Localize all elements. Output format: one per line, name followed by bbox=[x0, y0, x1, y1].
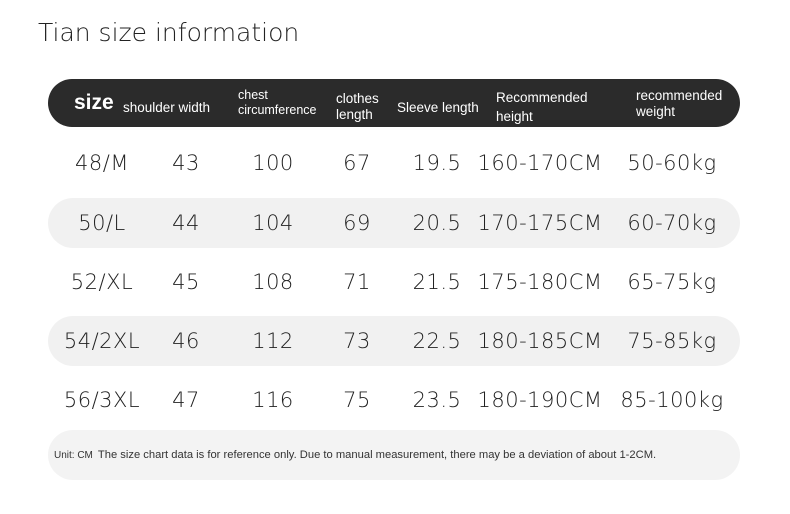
disclaimer: The size chart data is for reference onl… bbox=[97, 449, 657, 461]
cell-weight: 85-100kg bbox=[620, 388, 724, 412]
header-size: size bbox=[74, 91, 114, 114]
header-line: chest bbox=[238, 88, 268, 102]
page-title: Tian size information bbox=[38, 18, 300, 47]
cell-clothes-length: 71 bbox=[343, 270, 371, 294]
cell-size: 50/L bbox=[78, 211, 126, 235]
cell-sleeve-length: 20.5 bbox=[412, 211, 462, 235]
header-chest-circumference: chest circumference bbox=[238, 88, 317, 118]
cell-clothes-length: 75 bbox=[343, 388, 371, 412]
header-line: weight bbox=[636, 104, 676, 120]
table-row: 52/XL 45 108 71 21.5 175-180CM 65-75kg bbox=[48, 257, 740, 307]
header-clothes-length: clothes length bbox=[336, 91, 379, 123]
cell-size: 52/XL bbox=[70, 270, 134, 294]
cell-height: 180-190CM bbox=[477, 388, 603, 412]
cell-sleeve-length: 22.5 bbox=[412, 329, 462, 353]
cell-weight: 60-70kg bbox=[627, 211, 717, 235]
cell-shoulder-width: 45 bbox=[172, 270, 200, 294]
cell-chest: 112 bbox=[252, 329, 294, 353]
cell-shoulder-width: 44 bbox=[172, 211, 200, 235]
cell-chest: 116 bbox=[252, 388, 294, 412]
cell-height: 180-185CM bbox=[477, 329, 603, 353]
cell-clothes-length: 73 bbox=[343, 329, 371, 353]
cell-shoulder-width: 46 bbox=[172, 329, 200, 353]
header-recommended-weight: recommended weight bbox=[636, 88, 722, 120]
cell-size: 48/M bbox=[75, 151, 129, 175]
cell-height: 160-170CM bbox=[477, 151, 603, 175]
cell-weight: 65-75kg bbox=[627, 270, 717, 294]
cell-size: 54/2XL bbox=[63, 329, 141, 353]
table-row: 56/3XL 47 116 75 23.5 180-190CM 85-100kg bbox=[48, 375, 740, 425]
cell-sleeve-length: 23.5 bbox=[412, 388, 462, 412]
cell-weight: 50-60kg bbox=[627, 151, 717, 175]
header-line: recommended bbox=[636, 88, 723, 104]
cell-height: 170-175CM bbox=[477, 211, 603, 235]
header-recommended-height: Recommended height bbox=[496, 88, 588, 126]
cell-chest: 108 bbox=[252, 270, 294, 294]
cell-chest: 104 bbox=[252, 211, 294, 235]
header-sleeve-length: Sleeve length bbox=[397, 99, 479, 115]
header-line: length bbox=[336, 106, 373, 122]
cell-size: 56/3XL bbox=[63, 388, 141, 412]
footer-note: Unit: CM The size chart data is for refer… bbox=[48, 430, 740, 480]
header-line: clothes bbox=[336, 90, 379, 106]
unit-label: Unit: CM bbox=[54, 450, 93, 461]
cell-height: 175-180CM bbox=[477, 270, 603, 294]
cell-clothes-length: 69 bbox=[343, 211, 371, 235]
header-line: height bbox=[496, 108, 533, 124]
cell-shoulder-width: 47 bbox=[172, 388, 200, 412]
table-header: size shoulder width chest circumference … bbox=[48, 79, 740, 127]
cell-chest: 100 bbox=[252, 151, 294, 175]
cell-sleeve-length: 21.5 bbox=[412, 270, 462, 294]
header-line: circumference bbox=[238, 103, 317, 117]
cell-weight: 75-85kg bbox=[627, 329, 717, 353]
table-row: 48/M 43 100 67 19.5 160-170CM 50-60kg bbox=[48, 138, 740, 188]
header-shoulder-width: shoulder width bbox=[123, 99, 211, 115]
cell-clothes-length: 67 bbox=[343, 151, 371, 175]
table-row: 54/2XL 46 112 73 22.5 180-185CM 75-85kg bbox=[48, 316, 740, 366]
header-line: Recommended bbox=[496, 89, 588, 105]
table-row: 50/L 44 104 69 20.5 170-175CM 60-70kg bbox=[48, 198, 740, 248]
cell-sleeve-length: 19.5 bbox=[412, 151, 462, 175]
cell-shoulder-width: 43 bbox=[172, 151, 200, 175]
